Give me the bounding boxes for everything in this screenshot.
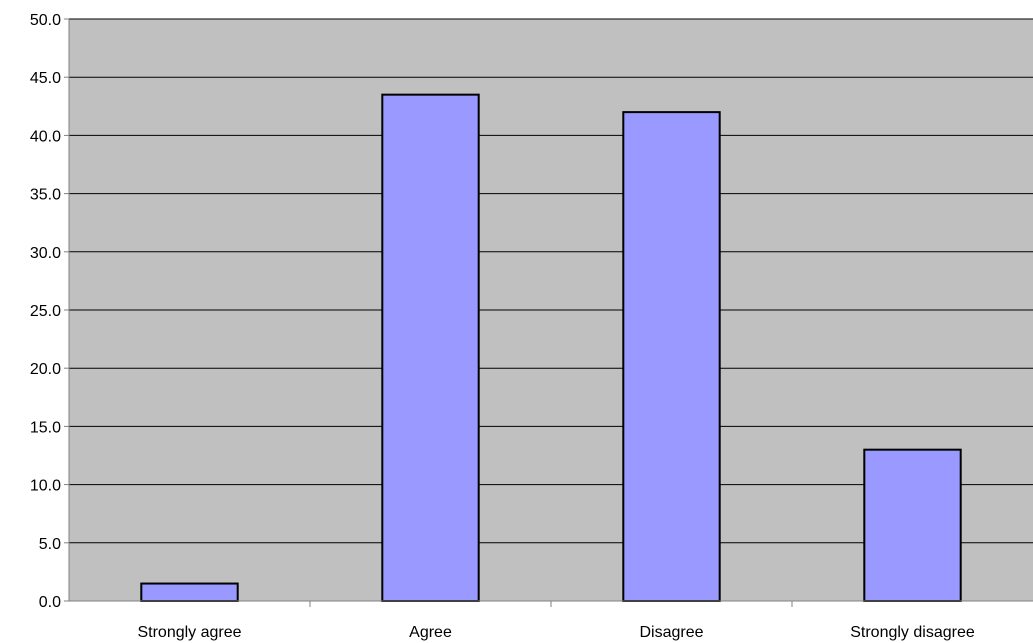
- y-tick-label: 50.0: [30, 12, 61, 29]
- y-tick-label: 45.0: [30, 70, 61, 87]
- bar-strongly-agree: [140, 582, 239, 602]
- y-tick-label: 5.0: [39, 536, 61, 553]
- x-axis-category-labels: Strongly agree Agree Disagree Strongly disa…: [137, 624, 974, 641]
- y-tick-label: 35.0: [30, 187, 61, 204]
- bar-disagree: [622, 111, 721, 603]
- x-category-label: Strongly agree: [137, 624, 241, 641]
- y-tick-label: 30.0: [30, 245, 61, 262]
- gridlines: [69, 18, 1033, 544]
- y-tick-label: 10.0: [30, 478, 61, 495]
- bar-strongly-disagree: [863, 448, 962, 602]
- y-tick-label: 40.0: [30, 128, 61, 145]
- bars: [140, 93, 962, 603]
- axes: [64, 18, 1033, 607]
- y-tick-label: 0.0: [39, 594, 61, 611]
- x-category-label: Strongly disagree: [850, 624, 975, 641]
- y-tick-label: 25.0: [30, 303, 61, 320]
- y-axis-tick-labels: 0.0 5.0 10.0 15.0 20.0 25.0 30.0 35.0 40.0 45.0 50…: [30, 12, 61, 611]
- x-category-label: Agree: [409, 624, 452, 641]
- bar-agree: [381, 93, 480, 602]
- y-tick-label: 20.0: [30, 361, 61, 378]
- y-tick-label: 15.0: [30, 419, 61, 436]
- x-category-label: Disagree: [639, 624, 703, 641]
